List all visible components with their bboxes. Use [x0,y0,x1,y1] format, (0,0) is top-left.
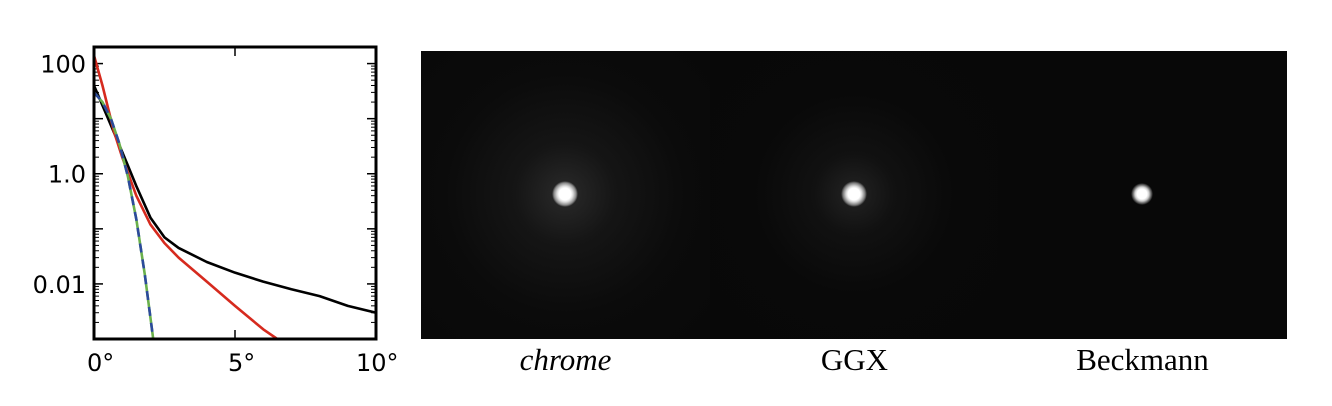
y-tick-label: 1.0 [48,161,86,189]
series-line-1 [94,55,279,339]
render-panel-beckmann [998,51,1288,339]
highlight-spot-ggx [840,181,867,207]
plot-lines [94,55,376,339]
series-line-3 [94,91,155,339]
tick-labels: 100 1.0 0.01 0° 5° 10° [33,51,399,377]
series-line-2 [94,91,155,339]
caption-beckmann: Beckmann [1076,342,1209,377]
render-panel-chrome [421,51,710,339]
highlight-spot-chrome [552,181,578,207]
distribution-plot: 100 1.0 0.01 0° 5° 10° [33,45,399,377]
series-line-0 [94,84,376,314]
x-tick-label: 5° [228,349,255,377]
y-tick-label: 0.01 [33,271,86,299]
caption-chrome: chrome [519,342,612,377]
render-panel-ggx [709,51,999,339]
y-tick-label: 100 [40,51,86,79]
caption-ggx: GGX [820,342,889,377]
highlight-spot-beckmann [1131,183,1154,205]
highlight-renders [421,51,1288,339]
plot-frame [92,45,378,341]
x-tick-label: 10° [356,349,399,377]
x-tick-label: 0° [87,349,114,377]
